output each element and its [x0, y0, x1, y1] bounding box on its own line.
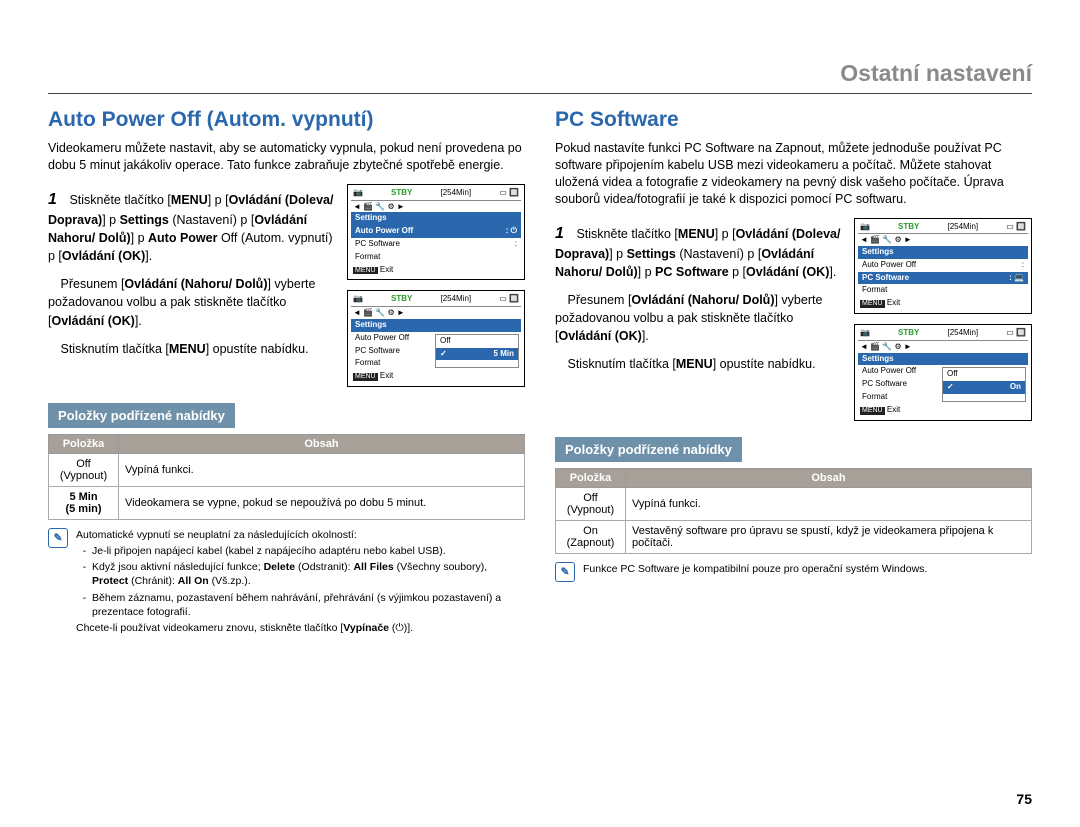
note-block: ✎ Funkce PC Software je kompatibilní pou…	[555, 562, 1032, 582]
lcd-screenshots: 📷STBY [254Min]▭ 🔲 ◄ 🎬 🔧 ⚙ ► Settings Aut…	[854, 218, 1032, 421]
right-column: PC Software Pokud nastavíte funkci PC So…	[555, 108, 1032, 635]
submenu-heading: Položky podřízené nabídky	[48, 403, 235, 428]
submenu-heading: Položky podřízené nabídky	[555, 437, 742, 462]
steps-with-screens: 1 Stiskněte tlačítko [MENU] p [Ovládání …	[48, 184, 525, 387]
note-block: ✎ Automatické vypnutí se neuplatní za ná…	[48, 528, 525, 635]
options-table: PoložkaObsah Off (Vypnout) Vypíná funkci…	[48, 434, 525, 520]
table-row: Off (Vypnout) Vypíná funkci.	[49, 453, 525, 486]
two-column-layout: Auto Power Off (Autom. vypnutí) Videokam…	[48, 108, 1032, 635]
table-row: On (Zapnout) Vestavěný software pro úpra…	[556, 520, 1032, 553]
manual-page: Ostatní nastavení Auto Power Off (Autom.…	[0, 0, 1080, 655]
step-list: 1 Stiskněte tlačítko [MENU] p [Ovládání …	[48, 184, 335, 368]
section-title-pc-software: PC Software	[555, 108, 1032, 132]
page-number: 75	[1016, 791, 1032, 807]
table-row: 5 Min (5 min) Videokamera se vypne, poku…	[49, 486, 525, 519]
step-number: 1	[555, 222, 573, 245]
lcd-screen-2: 📷STBY [254Min]▭ 🔲 ◄ 🎬 🔧 ⚙ ► Settings Aut…	[854, 324, 1032, 421]
intro-text: Videokameru můžete nastavit, aby se auto…	[48, 140, 525, 174]
page-header: Ostatní nastavení	[48, 60, 1032, 94]
steps-with-screens: 1 Stiskněte tlačítko [MENU] p [Ovládání …	[555, 218, 1032, 421]
left-column: Auto Power Off (Autom. vypnutí) Videokam…	[48, 108, 525, 635]
section-title-auto-power-off: Auto Power Off (Autom. vypnutí)	[48, 108, 525, 132]
note-icon: ✎	[555, 562, 575, 582]
note-icon: ✎	[48, 528, 68, 548]
lcd-screenshots: 📷STBY [254Min]▭ 🔲 ◄ 🎬 🔧 ⚙ ► Settings Aut…	[347, 184, 525, 387]
step-list: 1 Stiskněte tlačítko [MENU] p [Ovládání …	[555, 218, 842, 384]
lcd-screen-1: 📷STBY [254Min]▭ 🔲 ◄ 🎬 🔧 ⚙ ► Settings Aut…	[347, 184, 525, 281]
options-table: PoložkaObsah Off (Vypnout) Vypíná funkci…	[555, 468, 1032, 554]
table-row: Off (Vypnout) Vypíná funkci.	[556, 487, 1032, 520]
step-number: 1	[48, 188, 66, 211]
lcd-screen-1: 📷STBY [254Min]▭ 🔲 ◄ 🎬 🔧 ⚙ ► Settings Aut…	[854, 218, 1032, 315]
intro-text: Pokud nastavíte funkci PC Software na Za…	[555, 140, 1032, 208]
lcd-screen-2: 📷STBY [254Min]▭ 🔲 ◄ 🎬 🔧 ⚙ ► Settings Aut…	[347, 290, 525, 387]
